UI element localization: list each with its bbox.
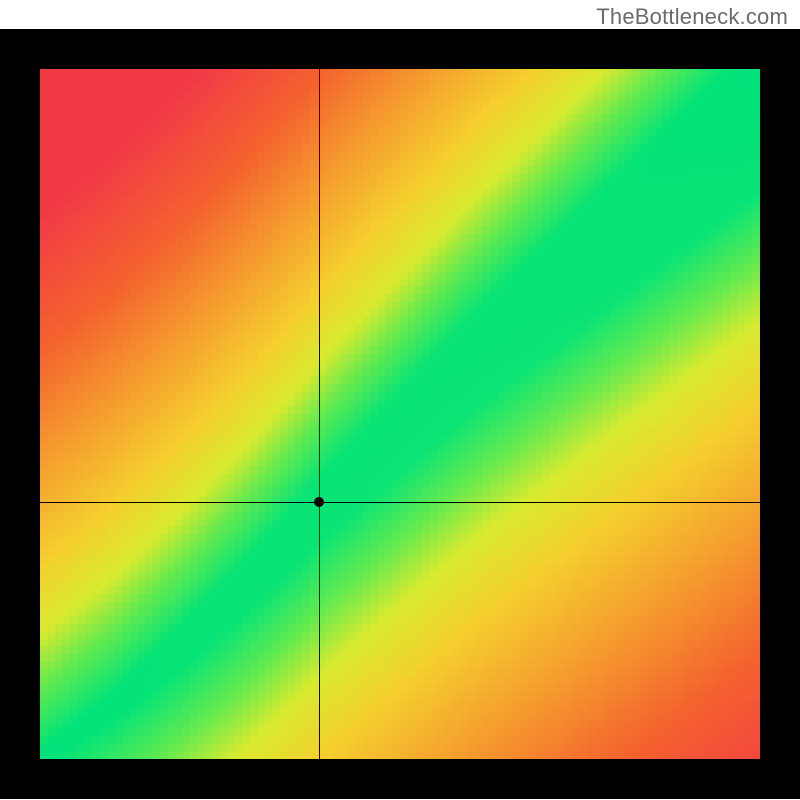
crosshair-vertical xyxy=(319,69,320,759)
heatmap-canvas xyxy=(40,69,760,759)
crosshair-horizontal xyxy=(40,502,760,503)
watermark-text: TheBottleneck.com xyxy=(596,4,788,30)
chart-container: TheBottleneck.com xyxy=(0,0,800,800)
